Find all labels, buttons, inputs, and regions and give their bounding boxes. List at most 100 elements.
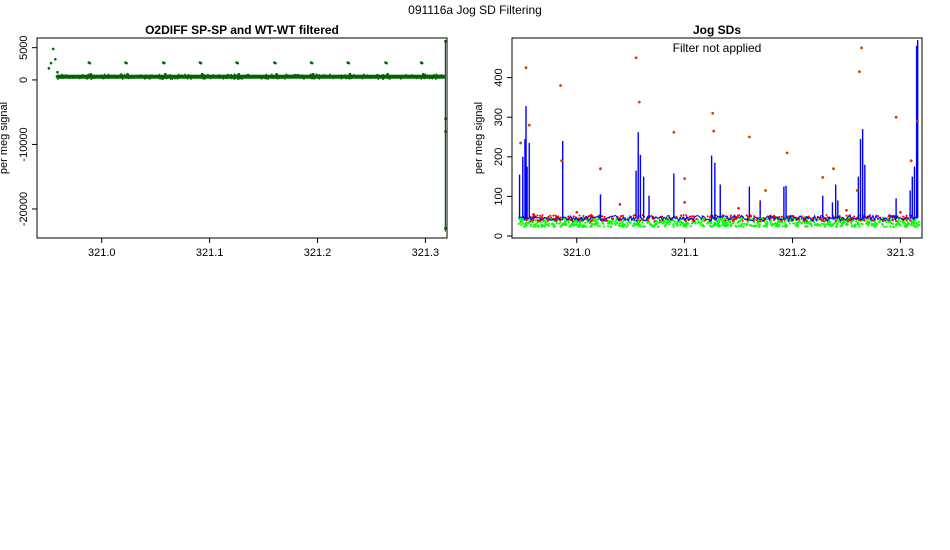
- data-point: [358, 76, 361, 79]
- data-point: [536, 214, 539, 217]
- data-point: [62, 77, 64, 79]
- data-point: [814, 223, 817, 226]
- data-point: [227, 74, 229, 76]
- data-point: [143, 78, 146, 80]
- data-point: [163, 61, 166, 65]
- data-point: [711, 111, 715, 115]
- data-point: [679, 220, 683, 223]
- data-point: [371, 76, 374, 79]
- data-point: [444, 117, 447, 120]
- data-point: [870, 224, 874, 227]
- data-point: [649, 222, 652, 225]
- data-point: [337, 75, 339, 77]
- data-point: [885, 225, 888, 228]
- y-axis-label: per meg signal: [0, 102, 10, 174]
- data-point: [599, 167, 602, 171]
- data-point: [588, 221, 591, 225]
- data-point: [772, 219, 775, 222]
- data-point: [552, 224, 555, 227]
- data-point: [304, 76, 307, 79]
- data-point: [411, 73, 413, 76]
- data-point: [785, 151, 789, 155]
- data-point: [657, 225, 660, 228]
- data-point: [712, 223, 716, 226]
- data-point: [653, 219, 656, 222]
- data-point: [693, 219, 696, 222]
- data-point: [850, 221, 853, 225]
- data-point: [753, 215, 756, 218]
- data-point: [413, 76, 415, 79]
- data-point: [565, 222, 568, 226]
- data-point: [420, 61, 424, 65]
- data-point: [241, 78, 243, 80]
- data-point: [85, 77, 88, 80]
- data-point: [822, 220, 825, 223]
- data-point: [265, 73, 268, 76]
- data-point: [248, 76, 251, 78]
- data-point: [709, 222, 713, 225]
- data-point: [199, 61, 203, 65]
- data-point: [668, 223, 671, 226]
- data-point: [752, 224, 755, 228]
- data-point: [638, 223, 642, 226]
- data-point: [796, 225, 800, 228]
- data-point: [780, 220, 783, 223]
- data-point: [403, 74, 406, 77]
- data-point: [559, 220, 562, 223]
- data-point: [626, 224, 629, 227]
- data-point: [809, 220, 812, 223]
- data-point: [519, 141, 523, 145]
- data-point: [124, 73, 126, 76]
- data-point: [547, 224, 551, 227]
- data-point: [72, 77, 74, 79]
- data-point: [172, 75, 175, 77]
- data-point: [607, 220, 611, 223]
- data-point: [709, 224, 712, 227]
- data-point: [398, 76, 401, 79]
- data-point: [169, 74, 171, 76]
- data-point: [834, 225, 837, 228]
- data-point: [289, 75, 292, 78]
- data-point: [776, 220, 780, 224]
- data-point: [274, 61, 277, 65]
- data-point: [344, 74, 346, 76]
- data-point: [691, 215, 694, 218]
- data-point: [689, 215, 692, 218]
- data-point: [909, 219, 912, 222]
- data-point: [245, 75, 248, 78]
- data-point: [233, 73, 236, 76]
- data-point: [733, 218, 736, 221]
- data-point: [518, 217, 521, 221]
- data-point: [345, 77, 348, 80]
- data-point: [910, 224, 913, 227]
- data-point: [590, 214, 593, 217]
- data-point: [846, 222, 849, 225]
- data-point: [827, 221, 830, 224]
- chart-title: Jog SDs: [693, 23, 741, 37]
- data-point: [101, 74, 103, 76]
- data-point: [614, 223, 617, 226]
- data-point: [626, 221, 629, 224]
- data-point: [821, 176, 825, 179]
- data-point: [322, 74, 325, 76]
- data-point: [906, 221, 909, 224]
- data-point: [697, 220, 700, 223]
- data-point: [545, 217, 548, 220]
- data-point: [741, 219, 744, 222]
- data-point: [260, 76, 263, 78]
- data-point: [401, 76, 404, 79]
- data-point: [550, 223, 554, 226]
- data-point: [611, 222, 614, 226]
- data-point: [162, 75, 165, 78]
- data-point: [236, 61, 239, 65]
- data-point: [756, 219, 759, 222]
- data-point: [536, 219, 539, 222]
- data-point: [337, 76, 339, 79]
- data-point: [903, 225, 907, 228]
- data-point: [431, 77, 434, 80]
- chart-o2diff: O2DIFF SP-SP and WT-WT filtered per meg …: [0, 23, 448, 259]
- data-point: [377, 78, 380, 80]
- data-point: [622, 224, 625, 227]
- data-point: [859, 219, 862, 222]
- data-point: [75, 75, 78, 77]
